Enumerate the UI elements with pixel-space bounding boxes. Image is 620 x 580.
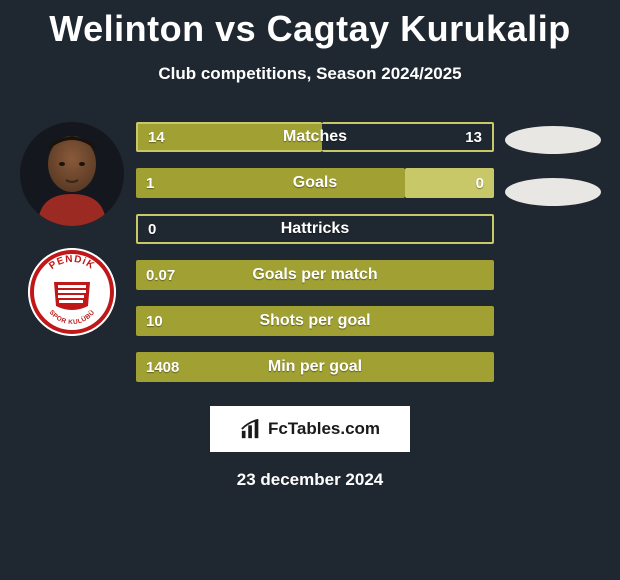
stat-value-left: 10 [136, 313, 173, 330]
stat-value-left: 1 [136, 175, 164, 192]
stat-bar-left: 1 [136, 168, 405, 198]
brand-text: FcTables.com [268, 419, 380, 439]
brand-box: FcTables.com [210, 406, 410, 452]
stat-bar-right: 13 [322, 122, 494, 152]
pendik-badge-icon: PENDiK SPOR KULÜBÜ [28, 248, 116, 336]
page-title: Welinton vs Cagtay Kurukalip [0, 0, 620, 50]
stat-row: 1413Matches [136, 122, 494, 152]
stat-value-left: 14 [138, 129, 175, 146]
stat-value-left: 0.07 [136, 267, 185, 284]
stat-bar-left: 0 [136, 214, 494, 244]
date-text: 23 december 2024 [0, 470, 620, 490]
stat-row: 1408Min per goal [136, 352, 494, 382]
right-column [498, 122, 608, 398]
stat-value-right: 0 [466, 175, 494, 192]
stat-row: 0.07Goals per match [136, 260, 494, 290]
stat-value-left: 0 [138, 221, 166, 238]
stat-bar-left: 0.07 [136, 260, 494, 290]
stat-bars: 1413Matches10Goals0Hattricks0.07Goals pe… [132, 122, 498, 398]
stat-row: 10Goals [136, 168, 494, 198]
player2-club-placeholder [505, 178, 601, 206]
fctables-logo-icon [240, 418, 262, 440]
content-area: PENDiK SPOR KULÜBÜ 1413Matches10Goals0Ha… [0, 122, 620, 398]
stat-bar-left: 10 [136, 306, 494, 336]
player1-avatar [20, 122, 124, 226]
subtitle: Club competitions, Season 2024/2025 [0, 64, 620, 84]
left-column: PENDiK SPOR KULÜBÜ [12, 122, 132, 398]
stat-row: 0Hattricks [136, 214, 494, 244]
stat-bar-right: 0 [405, 168, 495, 198]
player2-avatar-placeholder [505, 126, 601, 154]
comparison-infographic: Welinton vs Cagtay Kurukalip Club compet… [0, 0, 620, 580]
stat-value-right: 13 [455, 129, 492, 146]
stat-row: 10Shots per goal [136, 306, 494, 336]
stat-bar-left: 1408 [136, 352, 494, 382]
player2-club-badge: PENDiK SPOR KULÜBÜ [28, 248, 116, 336]
player-photo-placeholder-icon [20, 122, 124, 226]
stat-bar-left: 14 [136, 122, 322, 152]
stat-value-left: 1408 [136, 359, 189, 376]
